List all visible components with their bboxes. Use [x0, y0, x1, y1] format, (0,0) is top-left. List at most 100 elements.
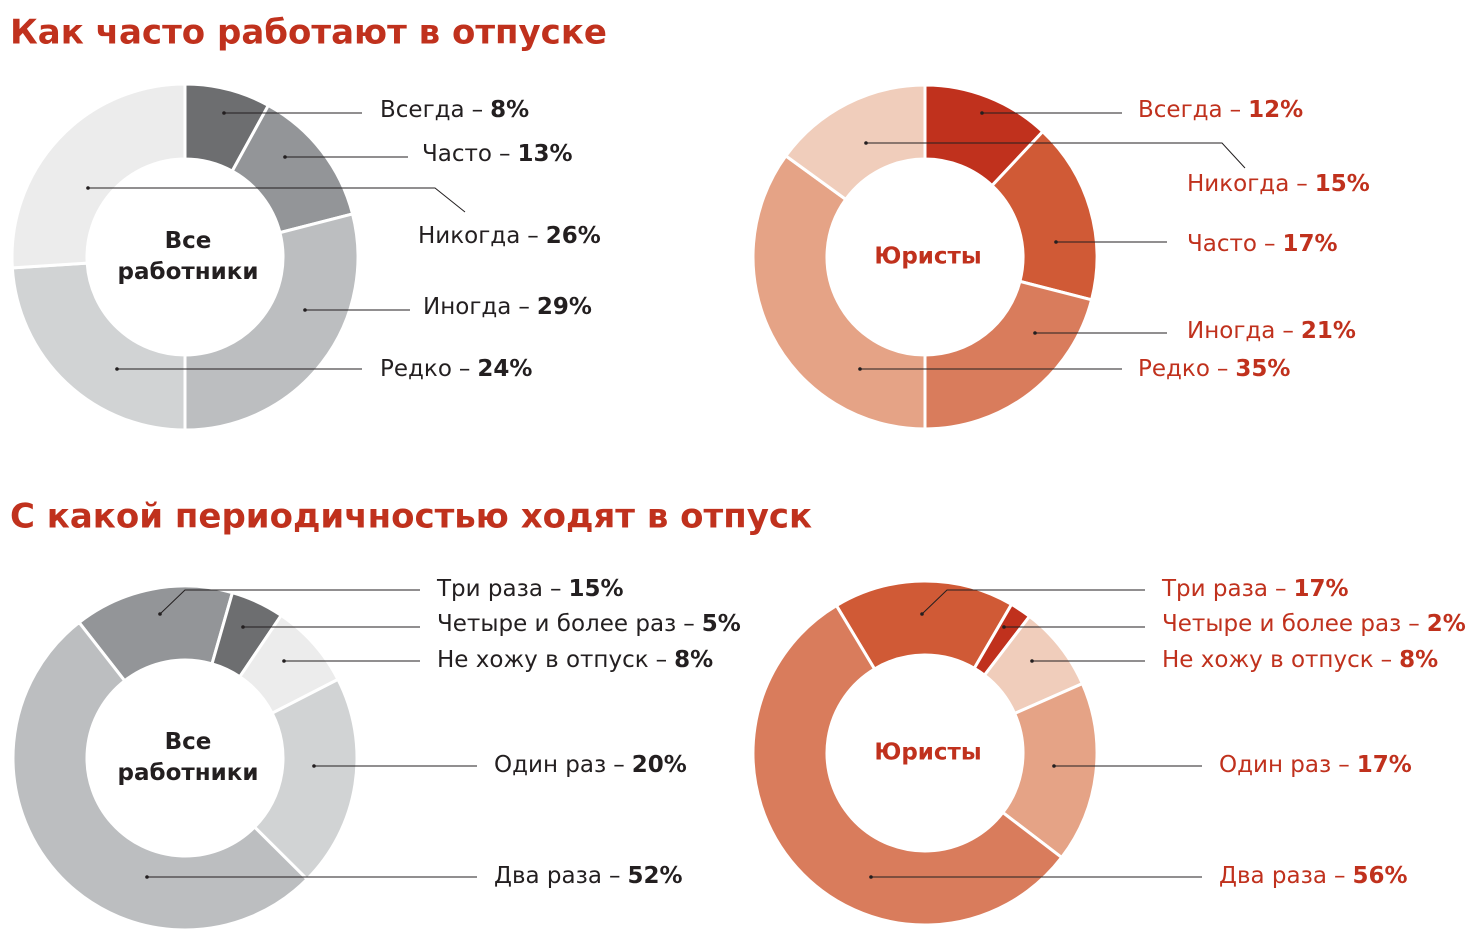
leader-dot	[241, 625, 245, 629]
center-label: работники	[118, 259, 259, 285]
slice-label: Иногда –29%	[423, 294, 592, 320]
section-heading: Как часто работают в отпуске	[10, 13, 607, 53]
donut-slice	[183, 212, 360, 432]
center-label: работники	[118, 760, 259, 786]
label-separator: –	[683, 611, 695, 637]
donut-slice	[923, 279, 1094, 431]
category-name: Не хожу в отпуск	[437, 647, 649, 673]
category-name: Всегда	[1138, 97, 1223, 123]
leader-dot	[1030, 659, 1034, 663]
value-label: 35%	[1235, 356, 1290, 382]
value-label: 52%	[627, 863, 682, 889]
slice-label: Два раза –52%	[494, 863, 683, 889]
label-separator: –	[1408, 611, 1420, 637]
value-label: 8%	[490, 97, 529, 123]
value-label: 8%	[1399, 647, 1438, 673]
value-label: 5%	[702, 611, 741, 637]
leader-line	[921, 589, 1145, 615]
donut-slice	[751, 153, 927, 431]
slice-label: Один раз –20%	[494, 752, 687, 778]
label-separator: –	[527, 223, 539, 249]
category-name: Редко	[1138, 356, 1210, 382]
category-name: Три раза	[1161, 576, 1268, 602]
value-label: 26%	[546, 223, 601, 249]
slice-label: Два раза –56%	[1219, 863, 1408, 889]
slice-label: Никогда –15%	[1187, 171, 1370, 197]
leader-dot	[980, 111, 984, 115]
leader-line	[159, 589, 420, 615]
leader-dot	[864, 141, 868, 145]
category-name: Никогда	[1187, 171, 1289, 197]
slice-label: Три раза –17%	[1161, 576, 1349, 602]
slice-label: Не хожу в отпуск –8%	[437, 647, 713, 673]
label-separator: –	[1275, 576, 1287, 602]
donut-slice	[751, 603, 1064, 927]
leader-line	[88, 187, 466, 213]
slice-label: Всегда –8%	[380, 97, 529, 123]
leader-dot	[115, 367, 119, 371]
category-name: Никогда	[418, 223, 520, 249]
donut-slice	[10, 82, 187, 270]
center-label: Все	[165, 228, 212, 254]
leader-dot	[858, 367, 862, 371]
leader-dot	[222, 111, 226, 115]
value-label: 12%	[1248, 97, 1303, 123]
category-name: Часто	[422, 141, 492, 167]
category-name: Не хожу в отпуск	[1162, 647, 1374, 673]
slice-label: Редко –35%	[1138, 356, 1290, 382]
slice-label: Не хожу в отпуск –8%	[1162, 647, 1438, 673]
category-name: Редко	[380, 356, 452, 382]
label-separator: –	[613, 752, 625, 778]
label-separator: –	[518, 294, 530, 320]
leader-dot	[145, 875, 149, 879]
donut-slice	[10, 261, 187, 432]
leader-dot	[869, 875, 873, 879]
value-label: 8%	[674, 647, 713, 673]
slice-label: Четыре и более раз –2%	[1162, 611, 1466, 637]
leader-dot	[86, 186, 90, 190]
label-separator: –	[656, 647, 668, 673]
value-label: 56%	[1352, 863, 1407, 889]
value-label: 15%	[568, 576, 623, 602]
category-name: Один раз	[1219, 752, 1331, 778]
leader-dot	[1002, 625, 1006, 629]
leader-dot	[1033, 331, 1037, 335]
slice-label: Часто –17%	[1187, 231, 1338, 257]
value-label: 17%	[1293, 576, 1348, 602]
label-separator: –	[1338, 752, 1350, 778]
category-name: Один раз	[494, 752, 606, 778]
value-label: 20%	[632, 752, 687, 778]
value-label: 15%	[1315, 171, 1370, 197]
center-label: Юристы	[874, 740, 981, 766]
category-name: Три раза	[436, 576, 543, 602]
label-separator: –	[550, 576, 562, 602]
category-name: Иногда	[1187, 318, 1275, 344]
leader-dot	[920, 612, 924, 616]
label-separator: –	[472, 97, 484, 123]
category-name: Часто	[1187, 231, 1257, 257]
label-separator: –	[609, 863, 621, 889]
leader-line	[866, 142, 1246, 169]
value-label: 17%	[1357, 752, 1412, 778]
slice-label: Четыре и более раз –5%	[437, 611, 741, 637]
label-separator: –	[1334, 863, 1346, 889]
slice-label: Иногда –21%	[1187, 318, 1356, 344]
slice-label: Три раза –15%	[436, 576, 624, 602]
category-name: Четыре и более раз	[437, 611, 676, 637]
leader-dot	[282, 659, 286, 663]
category-name: Всегда	[380, 97, 465, 123]
value-label: 24%	[477, 356, 532, 382]
category-name: Четыре и более раз	[1162, 611, 1401, 637]
label-separator: –	[499, 141, 511, 167]
value-label: 17%	[1282, 231, 1337, 257]
leader-dot	[1054, 240, 1058, 244]
label-separator: –	[1264, 231, 1276, 257]
slice-label: Редко –24%	[380, 356, 532, 382]
value-label: 29%	[537, 294, 592, 320]
label-separator: –	[1217, 356, 1229, 382]
slice-label: Один раз –17%	[1219, 752, 1412, 778]
section-heading: С какой периодичностью ходят в отпуск	[10, 497, 812, 537]
slice-label: Никогда –26%	[418, 223, 601, 249]
slice-label: Всегда –12%	[1138, 97, 1303, 123]
